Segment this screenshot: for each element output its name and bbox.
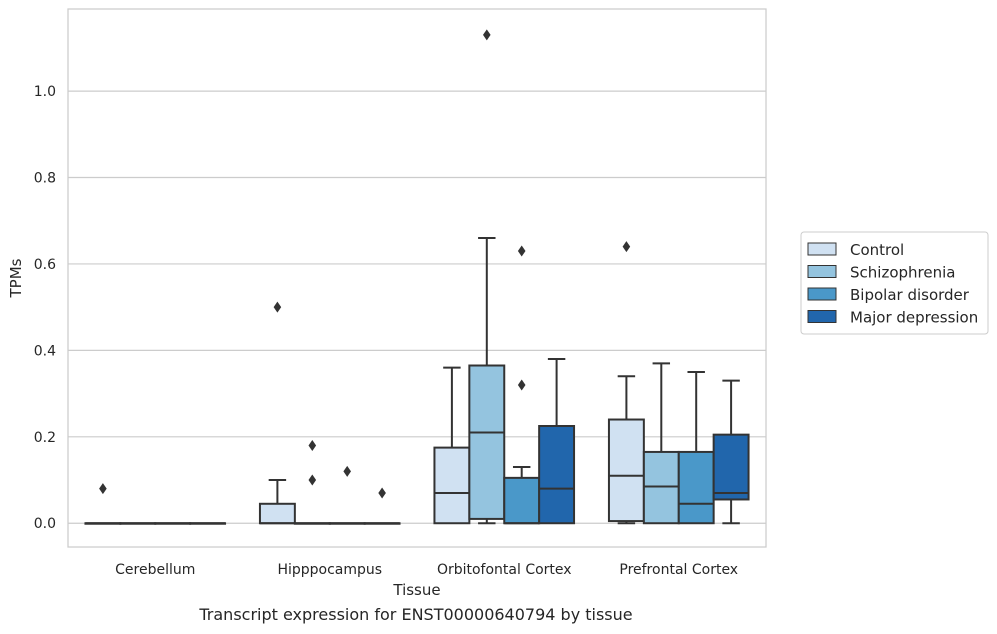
box-bipolar-disorder xyxy=(677,370,715,525)
y-tick-label: 0.8 xyxy=(34,171,56,187)
box-schizophrenia xyxy=(119,522,157,525)
x-axis-label: Tissue xyxy=(392,581,440,599)
box-control xyxy=(258,301,296,525)
plot-frame xyxy=(67,8,767,548)
x-tick-label: Orbitofontal Cortex xyxy=(437,562,572,578)
outlier-point xyxy=(308,474,317,486)
box-bipolar-disorder xyxy=(503,245,541,525)
legend-label: Schizophrenia xyxy=(850,264,955,282)
outlier-point xyxy=(483,29,491,41)
y-tick-label: 0.2 xyxy=(34,430,56,446)
y-tick-label: 1.0 xyxy=(34,84,56,100)
box-control xyxy=(84,483,122,525)
box-schizophrenia xyxy=(293,439,331,525)
box-body xyxy=(607,418,645,523)
box-body xyxy=(712,433,750,501)
x-tick-label: Cerebellum xyxy=(115,562,195,578)
outlier-point xyxy=(308,439,317,451)
box-major-depression xyxy=(538,358,576,525)
y-axis-label: TPMs xyxy=(7,258,25,298)
box-major-depression xyxy=(189,522,227,525)
legend-frame xyxy=(800,231,989,335)
box-body xyxy=(677,450,715,525)
outlier-point xyxy=(273,301,282,313)
box-major-depression xyxy=(712,379,750,525)
box-body xyxy=(468,364,506,520)
legend: Control Schizophrenia Bipolar disorder Majo… xyxy=(800,231,989,335)
box-body xyxy=(503,476,541,525)
box-major-depression xyxy=(363,487,401,525)
legend-swatch xyxy=(807,242,837,256)
box-schizophrenia xyxy=(468,29,506,525)
box-control xyxy=(607,241,645,525)
x-tick-labels: Cerebellum Hipppocampus Orbitofontal Corte… xyxy=(115,562,738,578)
legend-swatch xyxy=(807,310,837,323)
box-bipolar-disorder xyxy=(154,522,192,525)
outlier-point xyxy=(99,483,107,495)
plot-area xyxy=(84,29,750,525)
box-body xyxy=(642,450,680,525)
outlier-point xyxy=(517,379,526,391)
outlier-point xyxy=(622,241,631,253)
legend-swatch xyxy=(807,265,837,278)
outlier-point xyxy=(343,465,351,477)
legend-swatch xyxy=(807,287,837,301)
y-tick-label: 0.4 xyxy=(34,343,56,359)
y-tick-label: 0.6 xyxy=(34,257,56,273)
legend-label: Control xyxy=(850,241,904,259)
box-control xyxy=(433,366,471,525)
box-body xyxy=(258,502,296,525)
y-tick-labels: 0.0 0.2 0.4 0.6 0.8 1.0 xyxy=(34,84,56,532)
y-tick-label: 0.0 xyxy=(34,516,56,532)
box-schizophrenia xyxy=(642,362,680,525)
box-bipolar-disorder xyxy=(328,465,366,525)
box-body xyxy=(433,446,471,525)
chart-caption: Transcript expression for ENST0000064079… xyxy=(199,605,633,624)
box-body xyxy=(538,425,576,525)
outlier-point xyxy=(378,487,386,499)
legend-label: Major depression xyxy=(850,309,978,327)
x-tick-label: Prefrontal Cortex xyxy=(619,562,738,578)
x-tick-label: Hipppocampus xyxy=(277,562,382,578)
legend-label: Bipolar disorder xyxy=(850,286,970,304)
outlier-point xyxy=(517,245,526,257)
